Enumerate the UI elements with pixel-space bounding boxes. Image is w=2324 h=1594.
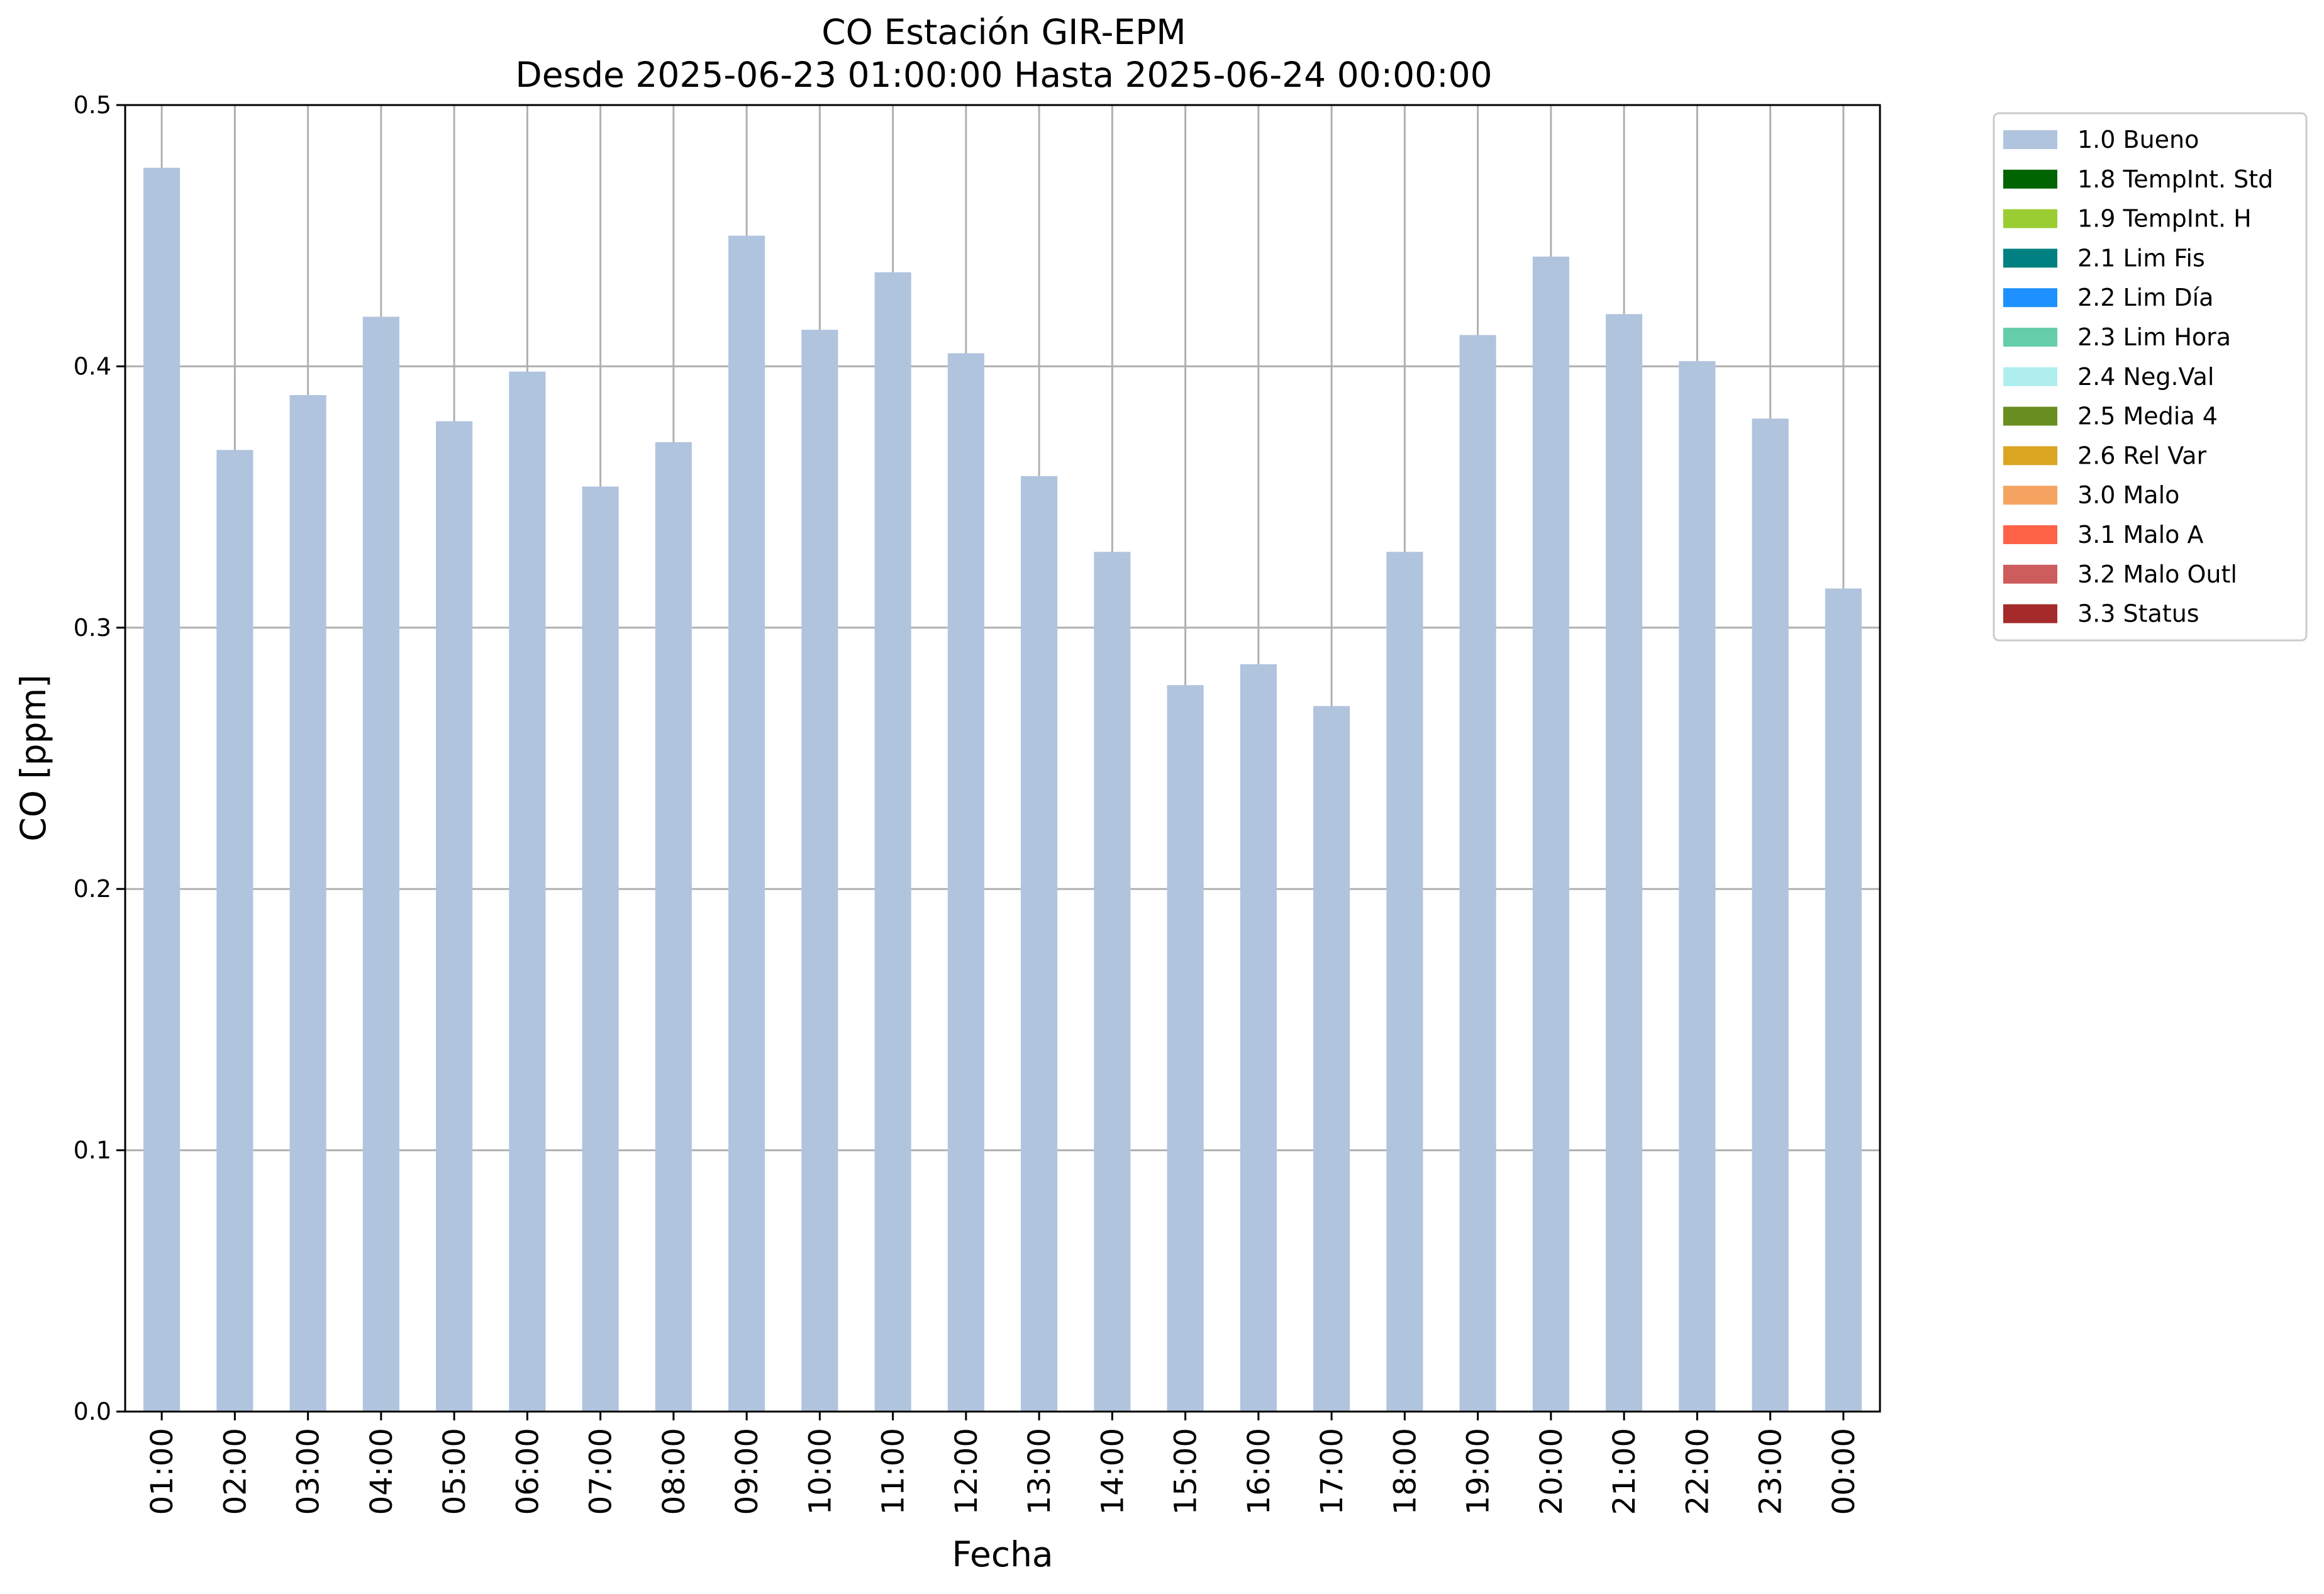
bar-1300 [1021, 476, 1058, 1412]
chart-subtitle: Desde 2025-06-23 01:00:00 Hasta 2025-06-… [515, 55, 1492, 95]
x-tick-label: 12:00 [949, 1428, 984, 1515]
x-tick-label: 01:00 [145, 1428, 180, 1515]
bar-1700 [1313, 706, 1350, 1412]
legend-label: 2.2 Lim Día [2077, 284, 2213, 311]
x-tick-label: 22:00 [1680, 1428, 1715, 1515]
y-tick-label: 0.2 [74, 875, 111, 903]
x-tick-label: 03:00 [291, 1428, 326, 1515]
legend-swatch [2003, 446, 2057, 465]
x-tick-label: 06:00 [510, 1428, 545, 1515]
y-axis-label: CO [ppm] [13, 674, 53, 842]
x-tick-label: 14:00 [1095, 1428, 1130, 1515]
bar-0500 [436, 421, 473, 1412]
x-tick-label: 05:00 [437, 1428, 472, 1515]
bar-2000 [1532, 256, 1569, 1412]
legend-label: 3.3 Status [2077, 600, 2199, 628]
x-tick-label: 15:00 [1169, 1428, 1204, 1515]
legend-swatch [2003, 564, 2057, 584]
bar-0200 [216, 450, 253, 1412]
x-tick-label: 00:00 [1826, 1428, 1862, 1515]
x-tick-label: 21:00 [1607, 1428, 1642, 1515]
legend-label: 3.0 Malo [2077, 481, 2179, 509]
legend-label: 2.4 Neg.Val [2077, 363, 2214, 391]
y-tick-label: 0.0 [74, 1398, 111, 1425]
bar-1200 [947, 353, 984, 1412]
x-axis: 01:00 02:00 03:00 04:00 05:00 06:00 07:00 08:00… [145, 1412, 1862, 1515]
legend-label: 1.0 Bueno [2077, 126, 2199, 153]
bar-1100 [874, 272, 911, 1412]
y-tick-label: 0.5 [74, 91, 111, 119]
bar-0600 [509, 371, 546, 1412]
legend-label: 1.8 TempInt. Std [2077, 165, 2273, 193]
bar-1000 [801, 330, 838, 1412]
legend-swatch [2003, 248, 2057, 268]
bar-0900 [728, 235, 765, 1412]
bar-1500 [1167, 685, 1204, 1412]
bar-0400 [362, 316, 399, 1412]
bar-1400 [1094, 552, 1131, 1412]
x-tick-label: 18:00 [1387, 1428, 1423, 1515]
legend-label: 3.2 Malo Outl [2077, 560, 2237, 588]
bar-1800 [1386, 552, 1423, 1412]
legend-swatch [2003, 130, 2057, 149]
x-tick-label: 10:00 [803, 1428, 838, 1515]
bar-2200 [1679, 361, 1716, 1412]
bar-2300 [1752, 418, 1789, 1412]
x-tick-label: 19:00 [1461, 1428, 1496, 1515]
bar-1900 [1459, 335, 1496, 1412]
legend-swatch [2003, 169, 2057, 189]
legend-swatch [2003, 604, 2057, 623]
plot-frame [124, 104, 1881, 1413]
bars [143, 167, 1862, 1412]
bar-0700 [582, 486, 619, 1412]
legend-swatch [2003, 406, 2057, 426]
x-tick-label: 16:00 [1242, 1428, 1277, 1515]
x-tick-label: 08:00 [657, 1428, 692, 1515]
x-tick-label: 11:00 [876, 1428, 911, 1515]
legend-swatch [2003, 367, 2057, 386]
x-tick-label: 23:00 [1754, 1428, 1789, 1515]
legend-label: 2.3 Lim Hora [2077, 323, 2231, 351]
bar-0000 [1825, 588, 1862, 1412]
legend-swatch [2003, 288, 2057, 308]
x-tick-label: 17:00 [1315, 1428, 1350, 1515]
legend-label: 2.1 Lim Fis [2077, 244, 2205, 272]
legend-label: 2.6 Rel Var [2077, 442, 2207, 469]
y-tick-label: 0.3 [74, 614, 111, 642]
legend-label: 3.1 Malo A [2077, 521, 2203, 549]
legend-label: 2.5 Media 4 [2077, 403, 2218, 430]
x-tick-label: 20:00 [1534, 1428, 1569, 1515]
bar-0800 [655, 442, 692, 1412]
x-tick-label: 02:00 [218, 1428, 253, 1515]
y-axis: 0.0 0.1 0.2 0.3 0.4 0.5 [74, 91, 125, 1425]
y-tick-label: 0.1 [74, 1137, 111, 1164]
legend-swatch [2003, 209, 2057, 228]
y-tick-label: 0.4 [74, 352, 111, 380]
x-tick-label: 13:00 [1022, 1428, 1057, 1515]
bar-0100 [143, 167, 181, 1412]
bar-1600 [1240, 664, 1277, 1412]
x-axis-label: Fecha [952, 1534, 1053, 1574]
x-tick-label: 04:00 [364, 1428, 399, 1515]
x-tick-label: 07:00 [584, 1428, 619, 1515]
legend-frame [1993, 112, 2308, 642]
chart-title: CO Estación GIR-EPM [821, 12, 1186, 52]
bar-0300 [289, 395, 326, 1412]
legend-label: 1.9 TempInt. H [2077, 205, 2252, 233]
bar-2100 [1606, 314, 1643, 1412]
x-tick-label: 09:00 [730, 1428, 765, 1515]
legend-swatch [2003, 525, 2057, 544]
legend: 1.0 Bueno 1.8 TempInt. Std 1.9 TempInt. H 2… [1993, 112, 2308, 642]
legend-swatch [2003, 328, 2057, 347]
legend-swatch [2003, 486, 2057, 505]
